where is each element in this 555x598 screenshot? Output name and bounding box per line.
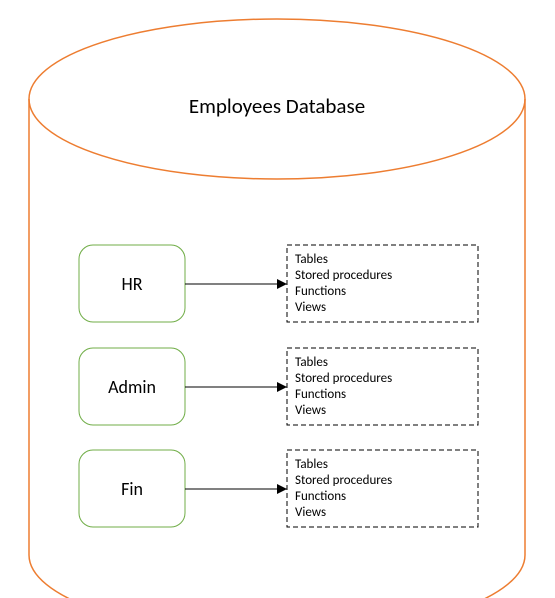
database-diagram: Employees DatabaseHRTablesStored procedu…	[0, 0, 555, 598]
content-line-admin: Functions	[295, 387, 346, 402]
schema-fin: Fin TablesStored proceduresFunctionsViews	[79, 450, 478, 527]
content-line-fin: Tables	[295, 457, 328, 472]
schema-label-hr: HR	[122, 273, 143, 295]
content-line-hr: Functions	[295, 284, 346, 299]
schema-admin: Admin TablesStored proceduresFunctionsVie…	[79, 348, 478, 425]
database-title: Employees Database	[189, 93, 365, 119]
schema-hr: HR TablesStored proceduresFunctionsViews	[79, 245, 478, 322]
schema-label-fin: Fin	[121, 478, 143, 500]
content-line-fin: Stored procedures	[295, 473, 392, 488]
content-line-fin: Functions	[295, 489, 346, 504]
content-line-admin: Stored procedures	[295, 371, 392, 386]
content-line-fin: Views	[295, 505, 326, 520]
content-line-admin: Tables	[295, 355, 328, 370]
schema-label-admin: Admin	[108, 376, 156, 398]
content-line-admin: Views	[295, 403, 326, 418]
content-line-hr: Stored procedures	[295, 268, 392, 283]
content-line-hr: Tables	[295, 252, 328, 267]
content-line-hr: Views	[295, 300, 326, 315]
